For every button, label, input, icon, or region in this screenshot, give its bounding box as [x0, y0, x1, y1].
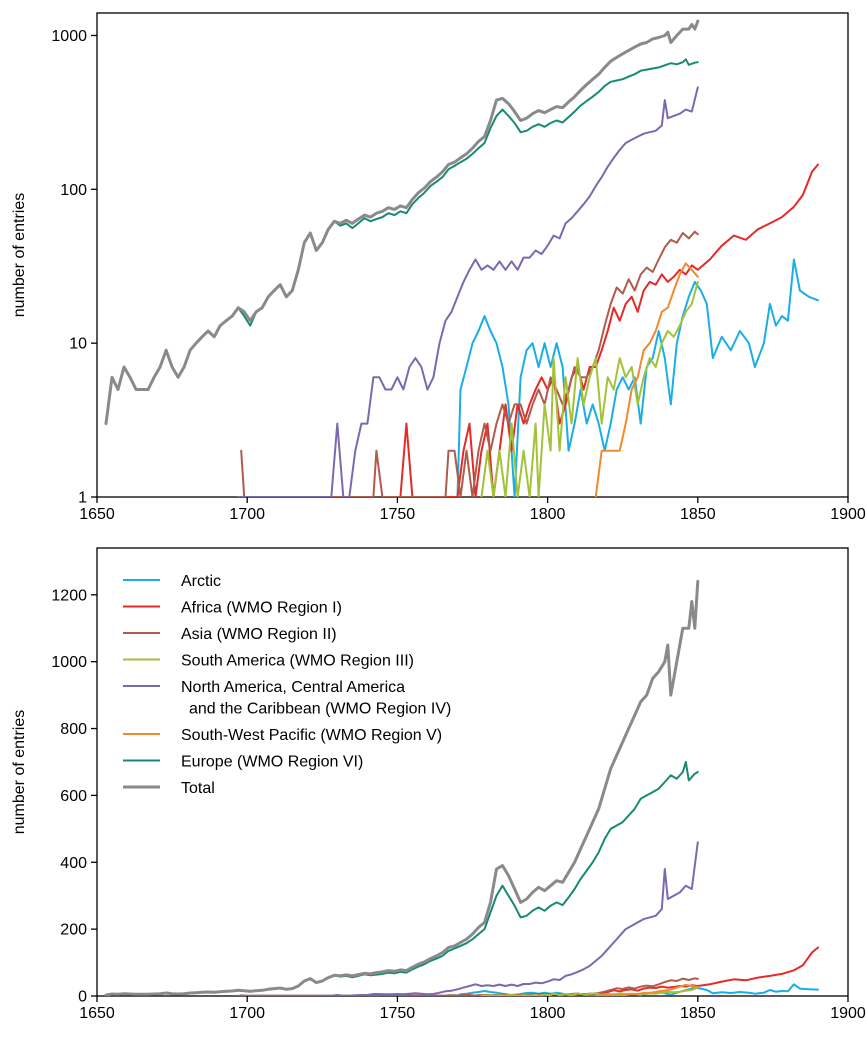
series-line-south-west-pacific-wmo-region-v	[594, 262, 699, 497]
y-tick-label: 200	[60, 922, 87, 939]
x-tick-label: 1750	[380, 1005, 416, 1022]
legend-label: Europe (WMO Region VI)	[181, 754, 363, 771]
x-tick-label: 1650	[79, 1005, 115, 1022]
legend-label: Asia (WMO Region II)	[181, 626, 337, 643]
y-tick-label: 1200	[51, 587, 87, 604]
x-tick-label: 1850	[680, 1005, 716, 1022]
legend-label: Total	[181, 780, 215, 797]
series-group	[104, 19, 819, 497]
x-tick-label: 1650	[79, 506, 115, 523]
x-tick-label: 1750	[380, 506, 416, 523]
x-tick-label: 1800	[530, 1005, 566, 1022]
series-line-total	[104, 579, 700, 996]
legend-label: Arctic	[181, 573, 221, 590]
y-tick-label: 800	[60, 721, 87, 738]
y-tick-label: 400	[60, 855, 87, 872]
x-tick-label: 1900	[830, 1005, 866, 1022]
y-tick-label: 1000	[51, 654, 87, 671]
y-tick-label: 10	[69, 336, 87, 353]
top-panel-log-scale: 1650 1700 1750 1800 1850 1900 1 10 100 1000 number…	[11, 12, 866, 523]
legend-label: Africa (WMO Region I)	[181, 600, 342, 617]
x-tick-label: 1700	[229, 506, 265, 523]
y-axis-title: number of entries	[11, 710, 28, 835]
series-line-south-west-pacific-wmo-region-v	[594, 984, 699, 996]
series-line-europe-wmo-region-vi	[105, 58, 699, 425]
x-tick-label: 1800	[530, 506, 566, 523]
series-line-north-america-central-america-and-the-caribbean-wmo-region-iv	[237, 86, 699, 497]
x-tick-label: 1700	[229, 1005, 265, 1022]
series-line-south-america-wmo-region-iii	[480, 986, 699, 996]
y-tick-label: 1	[78, 490, 87, 507]
series-line-africa-wmo-region-i	[399, 163, 819, 497]
plot-frame	[96, 12, 849, 498]
x-tick-label: 1900	[830, 506, 866, 523]
y-tick-label: 100	[60, 182, 87, 199]
bottom-panel-linear-scale: 1650 1700 1750 1800 1850 1900 0 200 400 600 800 100…	[11, 547, 866, 1022]
series-line-total	[104, 19, 700, 426]
legend-label: and the Caribbean (WMO Region IV)	[189, 701, 451, 718]
series-group	[104, 579, 819, 996]
x-tick-label: 1850	[680, 506, 716, 523]
series-line-south-america-wmo-region-iii	[480, 280, 699, 497]
legend-label: North America, Central America	[181, 679, 405, 696]
legend-label: South-West Pacific (WMO Region V)	[181, 727, 442, 744]
y-axis-title: number of entries	[11, 193, 28, 318]
y-tick-label: 0	[78, 989, 87, 1006]
y-tick-label: 600	[60, 788, 87, 805]
legend: Arctic Africa (WMO Region I) Asia (WMO Reg…	[123, 573, 451, 797]
series-line-north-america-central-america-and-the-caribbean-wmo-region-iv	[237, 841, 699, 996]
y-tick-label: 1000	[51, 28, 87, 45]
legend-label: South America (WMO Region III)	[181, 653, 414, 670]
